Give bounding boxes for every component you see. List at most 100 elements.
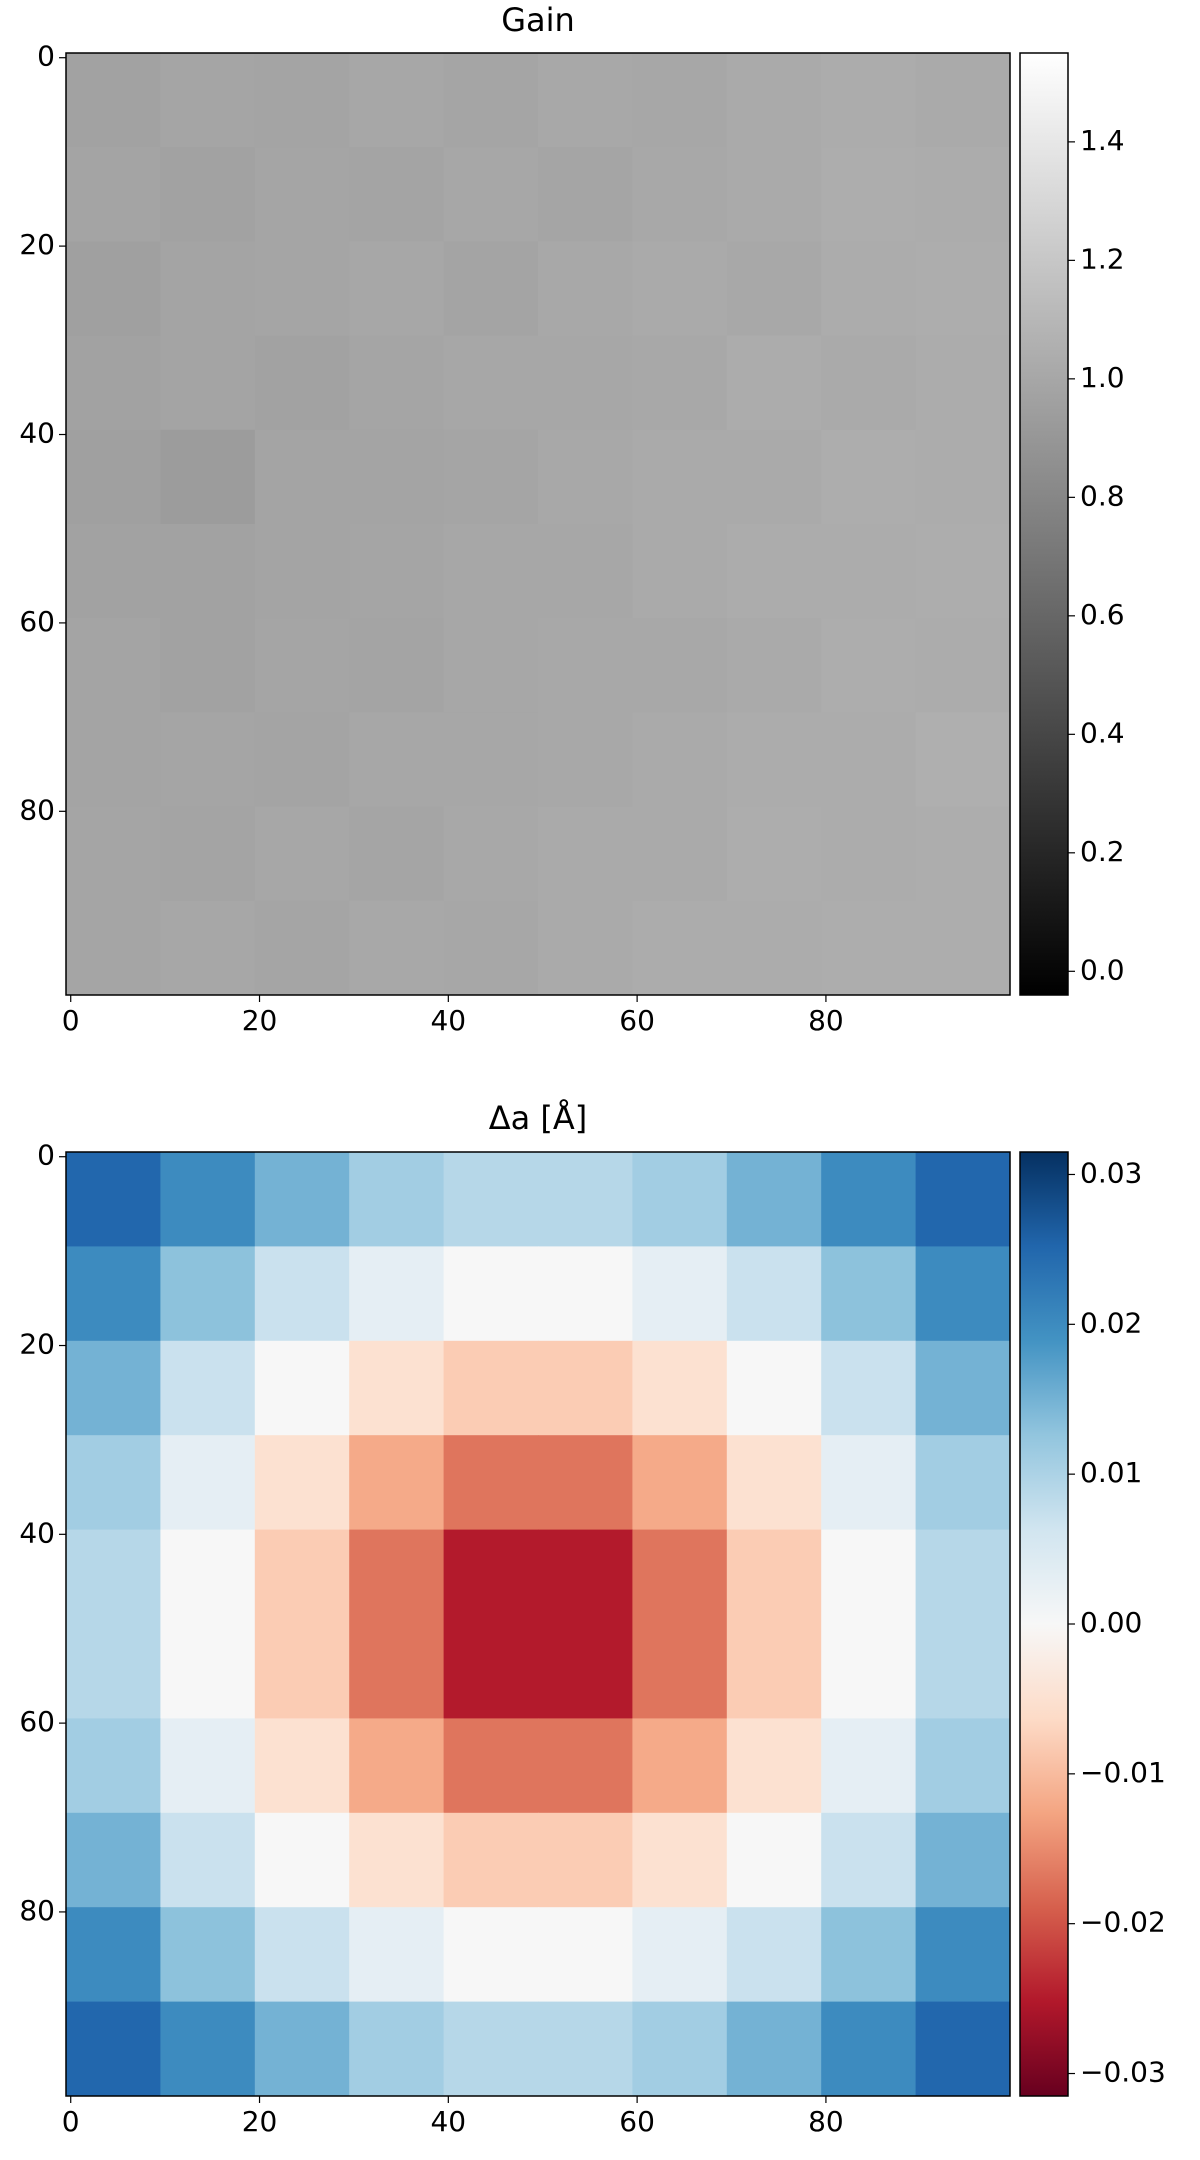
- heatmap-cell: [821, 618, 917, 713]
- heatmap-cell: [632, 1907, 728, 2003]
- heatmap-cell: [726, 1435, 822, 1531]
- heatmap-cell: [160, 1907, 256, 2003]
- heatmap-cell: [726, 335, 822, 431]
- heatmap-cell: [160, 429, 256, 525]
- heatmap-cell: [726, 1152, 822, 1247]
- heatmap-cell: [66, 1246, 161, 1342]
- heatmap-cell: [254, 2001, 350, 2097]
- y-tick-label: 80: [19, 1894, 55, 1927]
- heatmap-cell: [160, 900, 256, 996]
- heatmap-cell: [66, 618, 161, 713]
- heatmap-cell: [443, 2001, 539, 2097]
- x-tick-label: 80: [808, 1004, 844, 1037]
- heatmap-cell: [349, 900, 445, 996]
- x-tick-label: 0: [62, 1004, 80, 1037]
- heatmap-cell: [821, 1435, 917, 1531]
- heatmap-cell: [66, 2001, 161, 2097]
- heatmap-cell: [726, 241, 822, 337]
- heatmap-cell: [254, 429, 350, 525]
- heatmap-cell: [538, 1718, 633, 1814]
- heatmap-cell: [821, 1624, 917, 1719]
- heatmap-cell: [915, 524, 1011, 619]
- heatmap-cell: [915, 1624, 1011, 1719]
- heatmap-cell: [349, 806, 445, 902]
- heatmap-cell: [254, 241, 350, 337]
- heatmap-cell: [349, 53, 445, 148]
- heatmap-cell: [254, 1152, 350, 1247]
- x-tick-label: 20: [242, 2105, 278, 2138]
- heatmap-cell: [632, 335, 728, 431]
- heatmap-cell: [66, 53, 161, 148]
- heatmap-cell: [726, 1340, 822, 1436]
- heatmap-cell: [632, 806, 728, 902]
- heatmap-cell: [443, 429, 539, 525]
- heatmap-cell: [538, 618, 633, 713]
- plot-frame: [65, 1151, 1011, 2097]
- colorbar-tick-label: −0.02: [1080, 1906, 1166, 1939]
- heatmap-cell: [254, 335, 350, 431]
- heatmap-cell: [443, 1624, 539, 1719]
- heatmap-cell: [443, 147, 539, 242]
- heatmap-cell: [915, 241, 1011, 337]
- heatmap-cell: [821, 1529, 917, 1625]
- heatmap-cell: [726, 429, 822, 525]
- heatmap-cell: [632, 1340, 728, 1436]
- heatmap-cell: [66, 712, 161, 808]
- heatmap-cell: [160, 1435, 256, 1531]
- heatmap-cell: [915, 900, 1011, 996]
- heatmap-cell: [349, 241, 445, 337]
- heatmap-cell: [538, 429, 633, 525]
- heatmap-cell: [349, 335, 445, 431]
- x-tick-label: 60: [619, 1004, 655, 1037]
- heatmap-cell: [915, 2001, 1011, 2097]
- heatmap-cell: [443, 1246, 539, 1342]
- heatmap-cell: [726, 1624, 822, 1719]
- heatmap-cell: [443, 1152, 539, 1247]
- heatmap-cell: [821, 1246, 917, 1342]
- heatmap-cell: [821, 712, 917, 808]
- heatmap-cell: [915, 806, 1011, 902]
- heatmap-cell: [160, 1340, 256, 1436]
- heatmap-cell: [66, 241, 161, 337]
- heatmap-cell: [726, 618, 822, 713]
- heatmap-cell: [443, 1812, 539, 1908]
- heatmap-cell: [66, 1624, 161, 1719]
- heatmap-cell: [821, 1340, 917, 1436]
- heatmap-cell: [443, 335, 539, 431]
- heatmap-cell: [538, 1529, 633, 1625]
- y-tick-label: 40: [19, 417, 55, 450]
- heatmap-cell: [66, 1152, 161, 1247]
- heatmap-cell: [160, 1718, 256, 1814]
- heatmap-cell: [443, 806, 539, 902]
- heatmap-cell: [160, 618, 256, 713]
- heatmap-cell: [538, 1435, 633, 1531]
- heatmap-cell: [726, 1907, 822, 2003]
- heatmap-cell: [254, 147, 350, 242]
- heatmap-cell: [821, 241, 917, 337]
- colorbar-tick-label: −0.01: [1080, 1756, 1166, 1789]
- colorbar: [1019, 1151, 1069, 2097]
- colorbar-tick-label: 0.0: [1080, 953, 1125, 986]
- heatmap-cell: [66, 1718, 161, 1814]
- heatmap-cell: [349, 429, 445, 525]
- heatmap-cell: [915, 335, 1011, 431]
- heatmap-cell: [254, 1435, 350, 1531]
- heatmap-cell: [632, 1435, 728, 1531]
- heatmap-cell: [349, 524, 445, 619]
- heatmap-cell: [538, 1812, 633, 1908]
- heatmap-cell: [349, 147, 445, 242]
- heatmap-cell: [821, 524, 917, 619]
- y-tick-label: 20: [19, 1328, 55, 1361]
- colorbar-tick-label: 0.4: [1080, 716, 1125, 749]
- heatmap-cell: [538, 1907, 633, 2003]
- heatmap-cell: [254, 900, 350, 996]
- heatmap-cell: [349, 1907, 445, 2003]
- heatmap-cell: [538, 524, 633, 619]
- heatmap-cell: [538, 1340, 633, 1436]
- heatmap-cell: [821, 335, 917, 431]
- heatmap-cell: [443, 524, 539, 619]
- heatmap-cell: [632, 1246, 728, 1342]
- heatmap-cell: [254, 53, 350, 148]
